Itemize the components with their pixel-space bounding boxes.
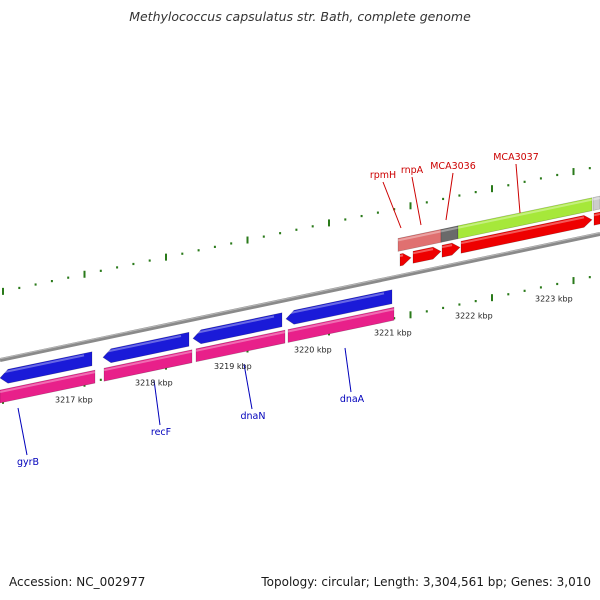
gene-recf-block xyxy=(103,349,193,382)
gene-mca3037-block-shine xyxy=(457,198,593,229)
leader-line xyxy=(411,176,422,226)
cds-gyrb-block-shine xyxy=(0,354,85,374)
gene-dnan-block xyxy=(195,329,286,363)
leader-line xyxy=(445,172,454,221)
cds-mca3036-block-shine xyxy=(441,244,453,249)
label-leaders xyxy=(17,163,521,456)
backbone-highlight xyxy=(0,232,600,360)
cds-mca3036-block xyxy=(441,242,461,258)
cds-recf-block-shine xyxy=(102,335,182,354)
map-title: Methylococcus capsulatus str. Bath, comp… xyxy=(129,9,471,24)
cds-recf-block xyxy=(102,331,190,364)
leader-line xyxy=(153,379,161,426)
cds-dnaa-block-shine xyxy=(285,292,385,315)
cds-rpmh-block xyxy=(399,253,412,267)
cds-rpmh-block-shine xyxy=(399,254,404,257)
ruler-label: 3217 kbp xyxy=(55,395,93,404)
leader-line xyxy=(344,347,352,393)
gene-dnaa-block-shine xyxy=(287,308,395,333)
gene-labels: rpmH rnpA MCA3036 MCA3037 gyrB recF dnaN dnaA xyxy=(17,152,539,468)
ruler-label: 3221 kbp xyxy=(374,328,412,337)
cds-next-block xyxy=(593,211,600,226)
ruler-label: 3220 kbp xyxy=(294,345,332,354)
gene-gyrb-block-shine xyxy=(0,371,96,393)
cds-gyrb-block xyxy=(0,351,93,384)
ruler-label: 3223 kbp xyxy=(535,295,573,304)
gene-label-bottom: dnaA xyxy=(340,394,365,405)
gene-label-bottom: dnaN xyxy=(241,411,266,422)
gene-mca3037-block xyxy=(457,197,593,240)
cds-rnpa-block-shine xyxy=(412,248,434,255)
gene-gyrb-block xyxy=(0,369,96,404)
gene-label-top: MCA3037 xyxy=(493,152,539,163)
accession-text: Accession: NC_002977 xyxy=(9,575,146,589)
backbone-line xyxy=(0,232,600,362)
gene-label-top: MCA3036 xyxy=(430,161,476,172)
gene-label-bottom: gyrB xyxy=(17,457,39,468)
gene-mca3036-block-shine xyxy=(440,226,459,233)
leader-line xyxy=(515,163,521,214)
feature-tracks xyxy=(0,195,600,404)
cds-mca3037-block-shine xyxy=(460,216,585,245)
cds-rnpa-block xyxy=(412,246,442,264)
backbone xyxy=(0,232,600,362)
gene-label-top: rnpA xyxy=(401,165,424,176)
cds-dnaa-block xyxy=(285,289,393,325)
cds-next-block-shine xyxy=(593,213,600,217)
gene-recf-block-shine xyxy=(103,350,193,372)
cds-dnan-block xyxy=(192,312,283,345)
cds-mca3037-block xyxy=(460,215,593,254)
leader-line xyxy=(243,363,253,410)
gene-rpmh-rnpa-block-shine xyxy=(397,230,442,242)
gene-label-top: rpmH xyxy=(370,170,396,181)
gene-dnaa-block xyxy=(287,306,395,343)
topology-text: Topology: circular; Length: 3,304,561 bp… xyxy=(261,575,591,589)
gene-next-block-shine xyxy=(592,197,600,201)
cds-dnan-block-shine xyxy=(192,315,275,335)
gene-dnan-block-shine xyxy=(195,331,286,352)
ruler-label: 3219 kbp xyxy=(214,362,252,371)
leader-line xyxy=(17,407,28,456)
tick-marks xyxy=(2,167,591,404)
ruler-label: 3222 kbp xyxy=(455,311,493,320)
ruler-label: 3218 kbp xyxy=(135,379,173,388)
gene-label-bottom: recF xyxy=(151,427,171,438)
gene-next-block xyxy=(592,195,600,211)
ruler-labels: 3217 kbp 3218 kbp 3219 kbp 3220 kbp 3221 kbp… xyxy=(55,295,573,405)
leader-line xyxy=(382,181,402,229)
